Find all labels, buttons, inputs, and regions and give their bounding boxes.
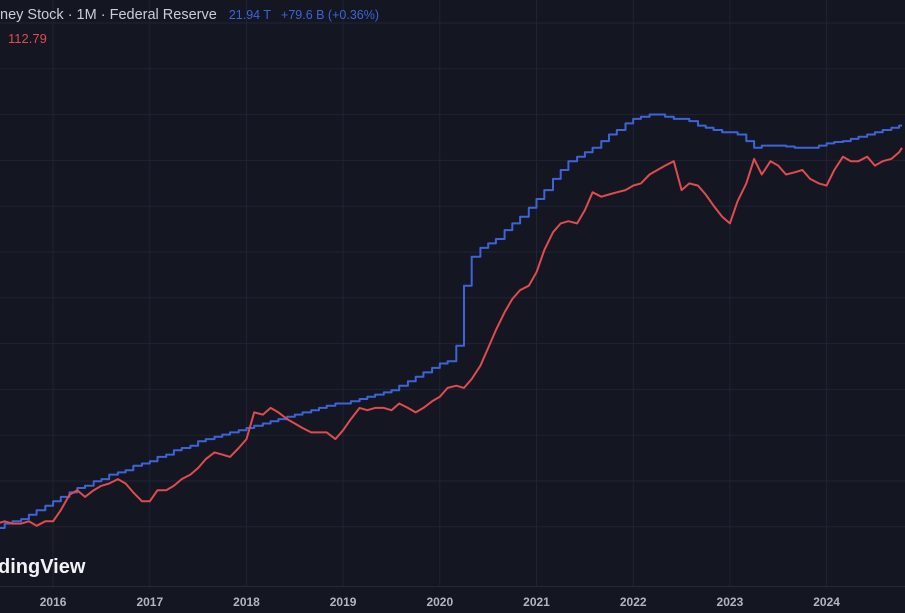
series-last-value: 21.94 T [228,8,271,22]
x-tick-label: 2023 [717,595,744,609]
x-tick-label: 2021 [523,595,550,609]
x-tick-label: 2016 [40,595,67,609]
series-line-money-stock [0,113,902,529]
series-title: ney Stock · 1M · Federal Reserve [0,7,217,23]
series-change: +79.6 B (+0.36%) [281,8,379,22]
x-tick-label: 2022 [620,595,647,609]
overlay-series-value: 112.79 [8,31,47,46]
x-tick-label: 2020 [426,595,453,609]
x-tick-label: 2017 [136,595,163,609]
x-tick-label: 2024 [813,595,840,609]
x-tick-label: 2018 [233,595,260,609]
series-line-overlay [0,147,903,527]
tradingview-watermark: dingView [0,556,86,578]
x-tick-label: 2019 [330,595,357,609]
legend-header: ney Stock · 1M · Federal Reserve 21.94 T… [0,7,379,23]
